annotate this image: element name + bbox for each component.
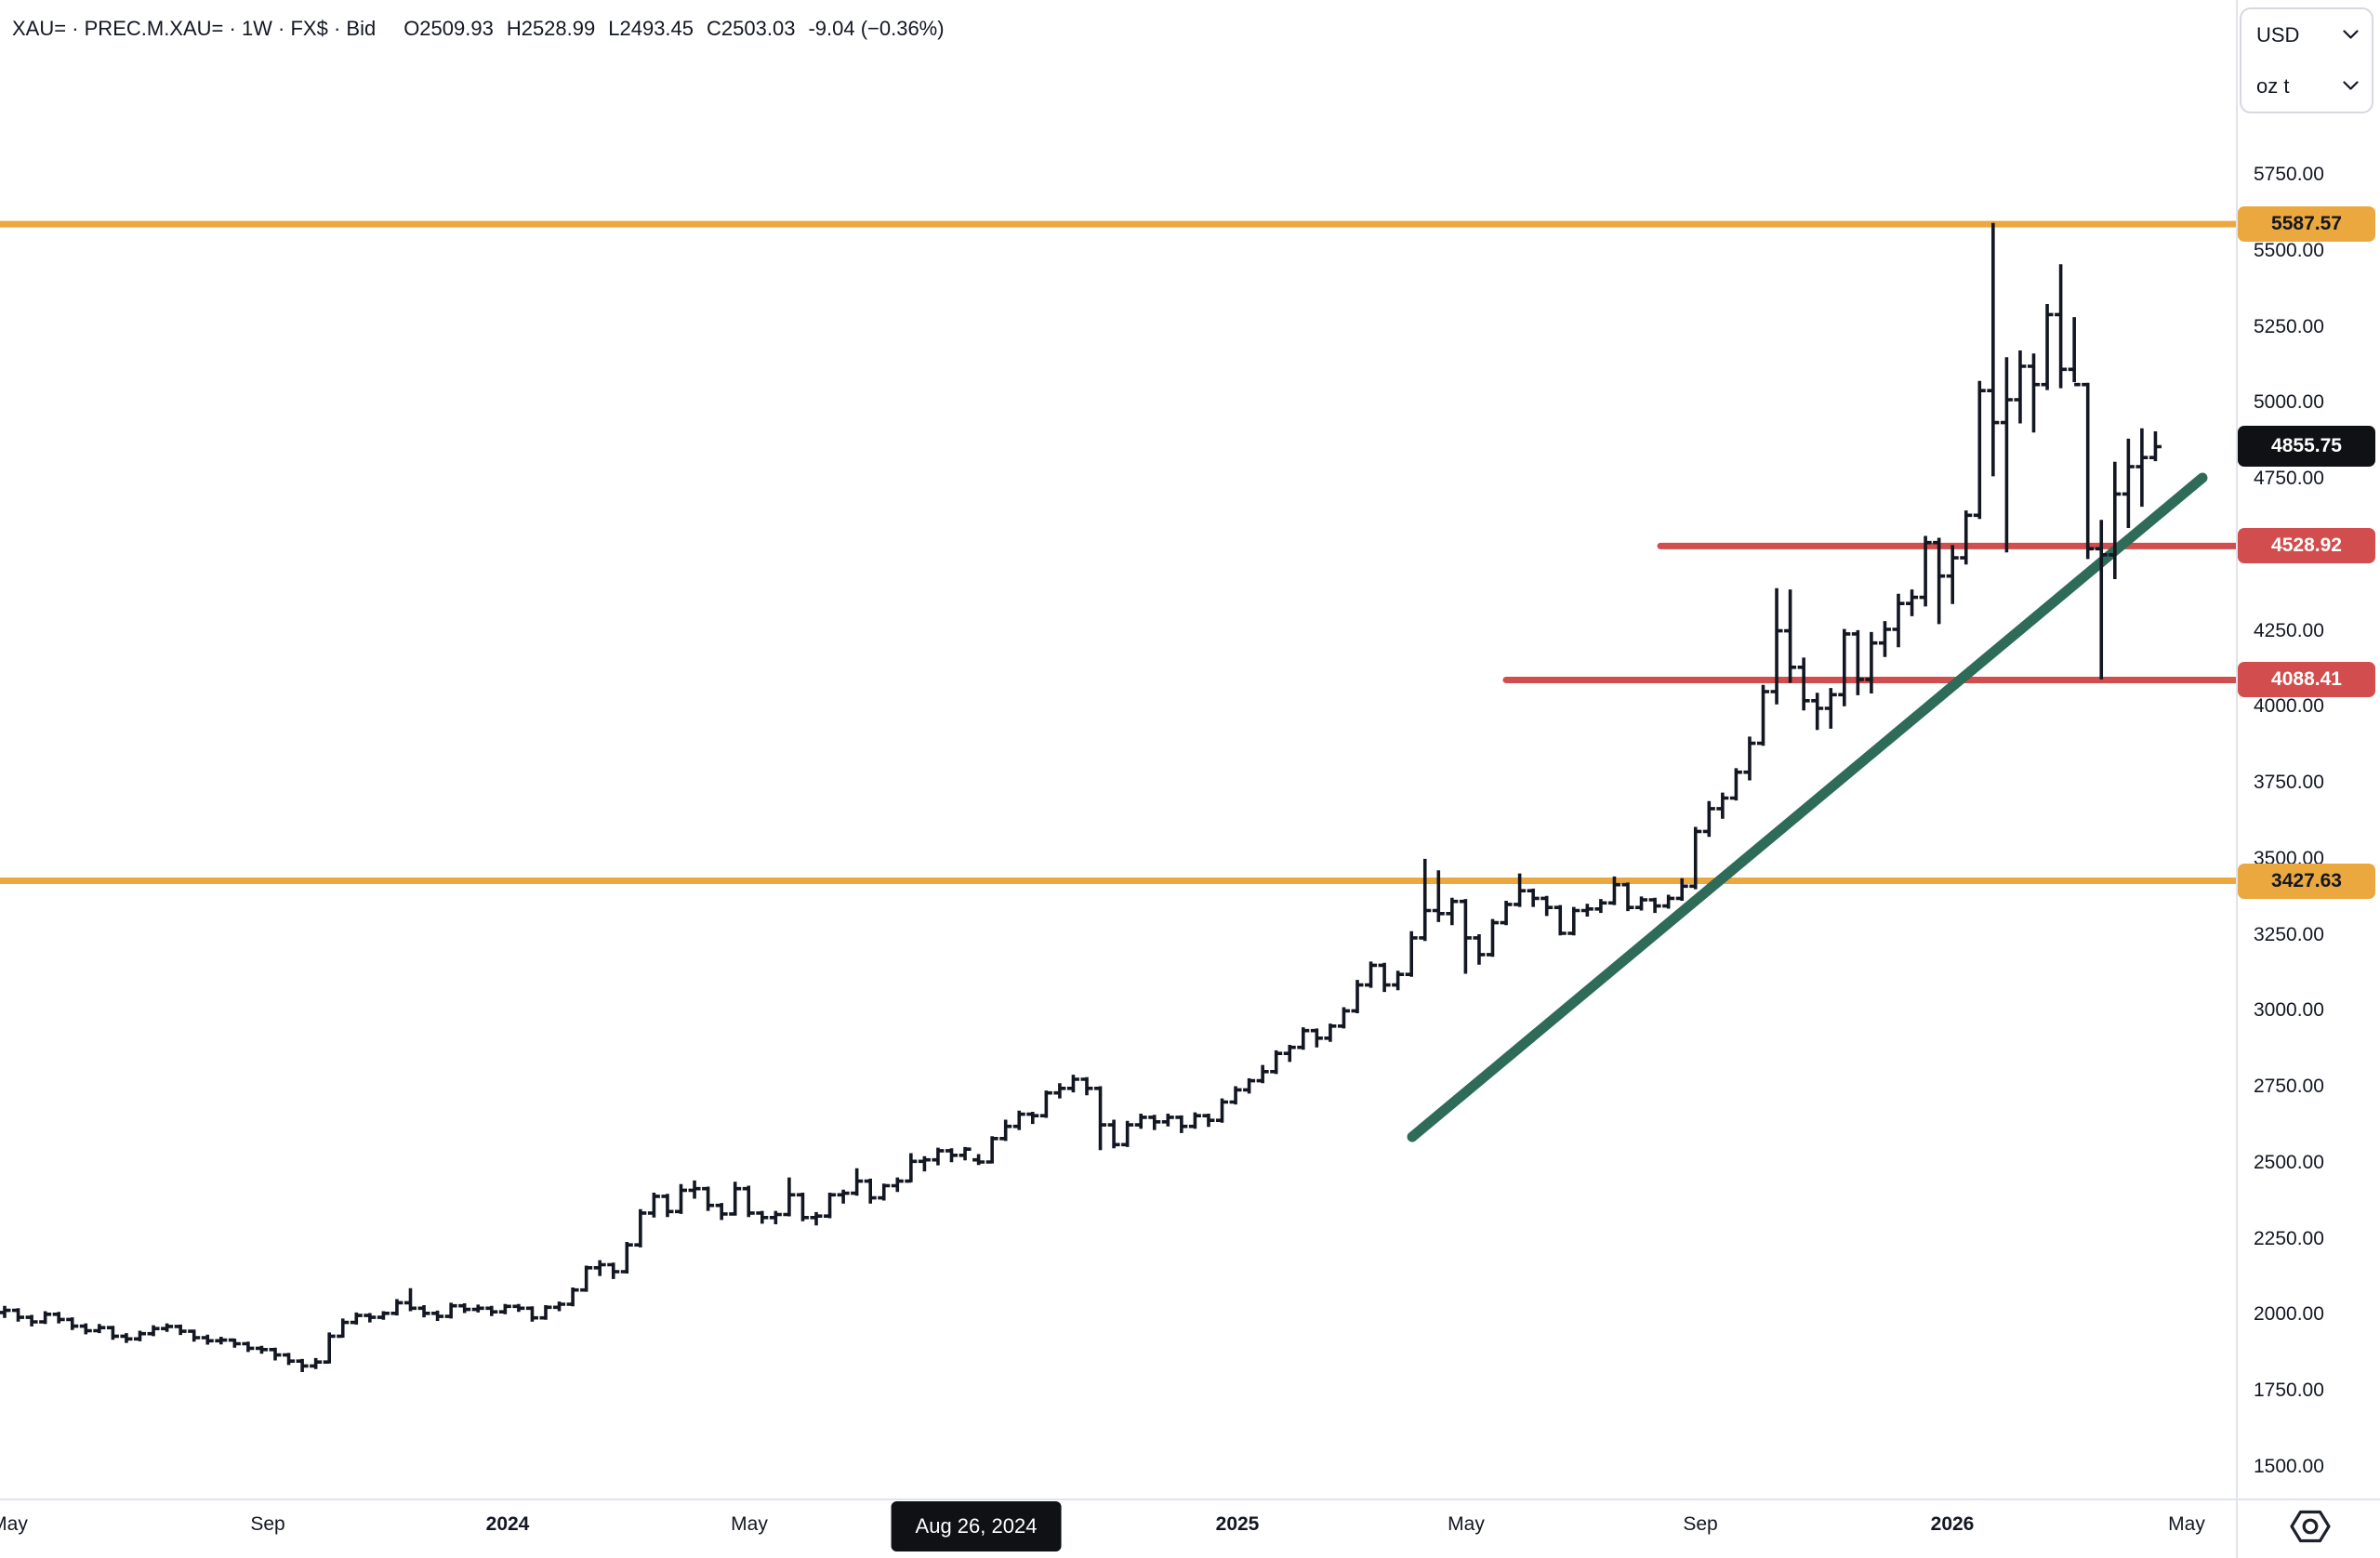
symbol-legend: XAU= · PREC.M.XAU= · 1W · FX$ · Bid O2509… bbox=[12, 17, 958, 41]
crosshair-date-label: Aug 26, 2024 bbox=[891, 1501, 1062, 1551]
time-axis-border bbox=[0, 1499, 2380, 1500]
time-tick-label-sep: Sep bbox=[1683, 1513, 1718, 1535]
level-price-label-3427.63: 3427.63 bbox=[2238, 863, 2375, 899]
time-axis-settings-icon[interactable] bbox=[2288, 1508, 2333, 1545]
high-value: H2528.99 bbox=[506, 17, 596, 40]
time-tick-label-may: May bbox=[1448, 1513, 1485, 1535]
price-axis-border bbox=[2236, 0, 2238, 1558]
price-tick-label: 2000.00 bbox=[2254, 1303, 2324, 1326]
chevron-down-icon bbox=[2343, 30, 2359, 39]
level-price-label-4088.41: 4088.41 bbox=[2238, 662, 2375, 698]
price-tick-label: 3250.00 bbox=[2254, 923, 2324, 945]
price-tick-label: 2500.00 bbox=[2254, 1151, 2324, 1173]
price-tick-label: 3000.00 bbox=[2254, 999, 2324, 1022]
unit-selector-box: USD oz t bbox=[2240, 7, 2373, 113]
low-value: L2493.45 bbox=[608, 17, 694, 40]
time-tick-label-may: May bbox=[2168, 1513, 2205, 1535]
price-tick-label: 1750.00 bbox=[2254, 1380, 2324, 1402]
time-tick-label-2024: 2024 bbox=[485, 1513, 530, 1535]
price-tick-label: 4250.00 bbox=[2254, 619, 2324, 641]
time-tick-label-may: May bbox=[731, 1513, 768, 1535]
price-tick-label: 5000.00 bbox=[2254, 391, 2324, 414]
time-tick-label-sep: Sep bbox=[250, 1513, 285, 1535]
price-tick-label: 2750.00 bbox=[2254, 1076, 2324, 1098]
unit-dropdown[interactable]: oz t bbox=[2241, 60, 2372, 112]
close-value: C2503.03 bbox=[707, 17, 796, 40]
unit-label: oz t bbox=[2256, 73, 2290, 98]
level-price-label-4528.92: 4528.92 bbox=[2238, 528, 2375, 564]
price-tick-label: 2250.00 bbox=[2254, 1227, 2324, 1249]
price-tick-label: 1500.00 bbox=[2254, 1456, 2324, 1477]
last-price-label: 4855.75 bbox=[2238, 426, 2375, 468]
price-tick-label: 5500.00 bbox=[2254, 239, 2324, 261]
currency-label: USD bbox=[2256, 22, 2300, 46]
price-tick-label: 5250.00 bbox=[2254, 315, 2324, 337]
price-tick-label: 4000.00 bbox=[2254, 695, 2324, 718]
price-tick-label: 5750.00 bbox=[2254, 164, 2324, 185]
time-tick-label-2026: 2026 bbox=[1930, 1513, 1975, 1535]
time-tick-label-may: May bbox=[0, 1513, 28, 1535]
symbol-description: XAU= · PREC.M.XAU= · 1W · FX$ · Bid bbox=[12, 17, 377, 40]
change-value: -9.04 (−0.36%) bbox=[808, 17, 945, 40]
chevron-down-icon bbox=[2343, 81, 2359, 90]
currency-dropdown[interactable]: USD bbox=[2241, 9, 2372, 60]
open-value: O2509.93 bbox=[403, 17, 494, 40]
trend-line[interactable] bbox=[1407, 472, 2208, 1142]
time-tick-label-2025: 2025 bbox=[1215, 1513, 1260, 1535]
price-tick-label: 4750.00 bbox=[2254, 468, 2324, 490]
ohlc-bars-series[interactable] bbox=[0, 222, 2162, 1372]
price-tick-label: 3750.00 bbox=[2254, 772, 2324, 794]
level-price-label-5587.57: 5587.57 bbox=[2238, 206, 2375, 243]
